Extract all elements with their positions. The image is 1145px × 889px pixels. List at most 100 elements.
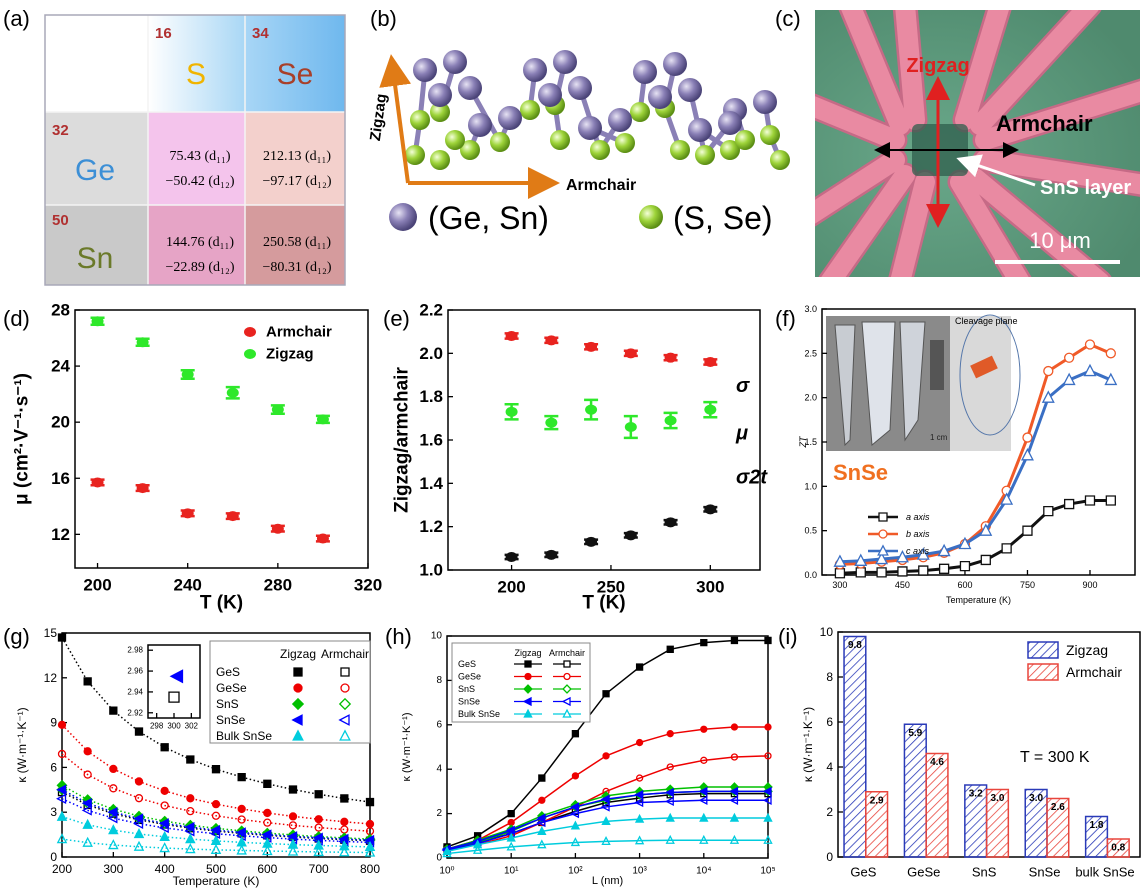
x-tick-label: 750 (1020, 580, 1035, 590)
atom (568, 76, 592, 100)
marker (603, 691, 609, 697)
point (506, 331, 518, 341)
legend-label: GeS (216, 665, 240, 679)
y-tick-label: 2.96 (127, 667, 143, 676)
x-tick-label: 600 (257, 862, 277, 876)
atom (428, 83, 452, 107)
marker (110, 785, 117, 792)
annotation: T = 300 K (1020, 749, 1090, 766)
marker (1085, 340, 1094, 349)
marker (538, 827, 545, 834)
legend-label: b axis (906, 529, 930, 539)
marker (667, 731, 673, 737)
marker (731, 637, 737, 643)
line (447, 840, 768, 853)
marker (960, 562, 969, 571)
marker (701, 726, 707, 732)
y-tick-label: 15 (44, 626, 58, 640)
y-tick-label: 6 (50, 760, 57, 774)
atom (615, 133, 635, 153)
legend-label: Zigzag (1066, 642, 1108, 658)
y-tick-label: 10 (431, 631, 443, 642)
legend-swatch (1028, 642, 1058, 658)
atom (590, 140, 610, 160)
legend-label: SnSe (458, 697, 480, 707)
y-axis-title: μ (cm²·V⁻¹·s⁻¹) (12, 373, 33, 505)
marker (213, 766, 220, 773)
marker (701, 640, 707, 646)
marker (367, 820, 374, 827)
x-axis-title: Temperature (K) (946, 595, 1011, 605)
y-tick-label: 12 (44, 671, 58, 685)
marker (187, 756, 194, 763)
legend-header: Armchair (321, 647, 369, 661)
atom (688, 118, 712, 142)
marker (59, 721, 66, 728)
marker (290, 813, 297, 820)
atom (670, 140, 690, 160)
point (545, 418, 557, 428)
y-tick-label: 20 (51, 413, 70, 432)
marker (290, 786, 297, 793)
y-tick-label: 2.5 (804, 348, 817, 358)
atomic-number: 32 (52, 122, 69, 139)
point (704, 405, 716, 415)
atom (718, 111, 742, 135)
marker (835, 569, 844, 578)
y-tick-label: 1.4 (419, 474, 443, 493)
atomic-number: 16 (155, 25, 172, 42)
coefficient: −97.17 (d₁₂) (263, 174, 332, 189)
panel-label: (i) (778, 624, 798, 649)
marker (856, 568, 865, 577)
point (317, 414, 329, 424)
atom (413, 58, 437, 82)
value-label: 0.8 (1111, 843, 1125, 854)
marker (315, 824, 322, 831)
value-label: 2.9 (870, 795, 884, 806)
atom (523, 58, 547, 82)
marker (1065, 353, 1074, 362)
y-tick-label: 3 (50, 805, 57, 819)
point (182, 508, 194, 518)
marker (898, 567, 907, 576)
point (545, 550, 557, 560)
value-label: 3.2 (969, 789, 983, 800)
y-tick-label: 2.94 (127, 687, 143, 696)
cell (45, 15, 148, 112)
x-tick-label: 280 (264, 576, 292, 595)
marker (1065, 500, 1074, 509)
legend-swatch (1028, 664, 1058, 680)
marker (637, 664, 643, 670)
y-tick-label: 2 (436, 808, 442, 819)
point (704, 357, 716, 367)
legend-label: SnS (458, 684, 475, 694)
direction-label: Armchair (566, 177, 636, 194)
point (227, 388, 239, 398)
legend-marker (564, 674, 570, 680)
y-tick-label: 9 (50, 716, 57, 730)
marker (731, 724, 737, 730)
figure: (a) (b) (c) (d) (e) (f) (g) (h) (i) 16 S… (0, 0, 1145, 889)
marker (187, 795, 194, 802)
marker (83, 838, 91, 846)
x-tick-label: SnS (972, 865, 997, 880)
marker (1023, 526, 1032, 535)
legend-label: Armchair (266, 324, 332, 341)
x-tick-label: 10⁴ (696, 866, 711, 877)
y-tick-label: 2.92 (127, 708, 143, 717)
crystal-structure: Zigzag Armchair (Ge, Sn) (S, Se) (367, 50, 790, 236)
legend-label: (S, Se) (673, 200, 773, 236)
legend-label: Bulk SnSe (458, 709, 500, 719)
point (92, 477, 104, 487)
value-label: 3.0 (991, 793, 1005, 804)
marker (539, 797, 545, 803)
point (665, 353, 677, 363)
coefficient: 75.43 (d₁₁) (169, 149, 230, 164)
x-tick-label: 10⁰ (439, 866, 454, 877)
point (625, 348, 637, 358)
value-label: 9.8 (848, 640, 862, 651)
y-tick-label: 1.6 (419, 431, 443, 450)
x-tick-label: GeSe (907, 865, 940, 880)
x-tick-label: 900 (1082, 580, 1097, 590)
atom (490, 132, 510, 152)
